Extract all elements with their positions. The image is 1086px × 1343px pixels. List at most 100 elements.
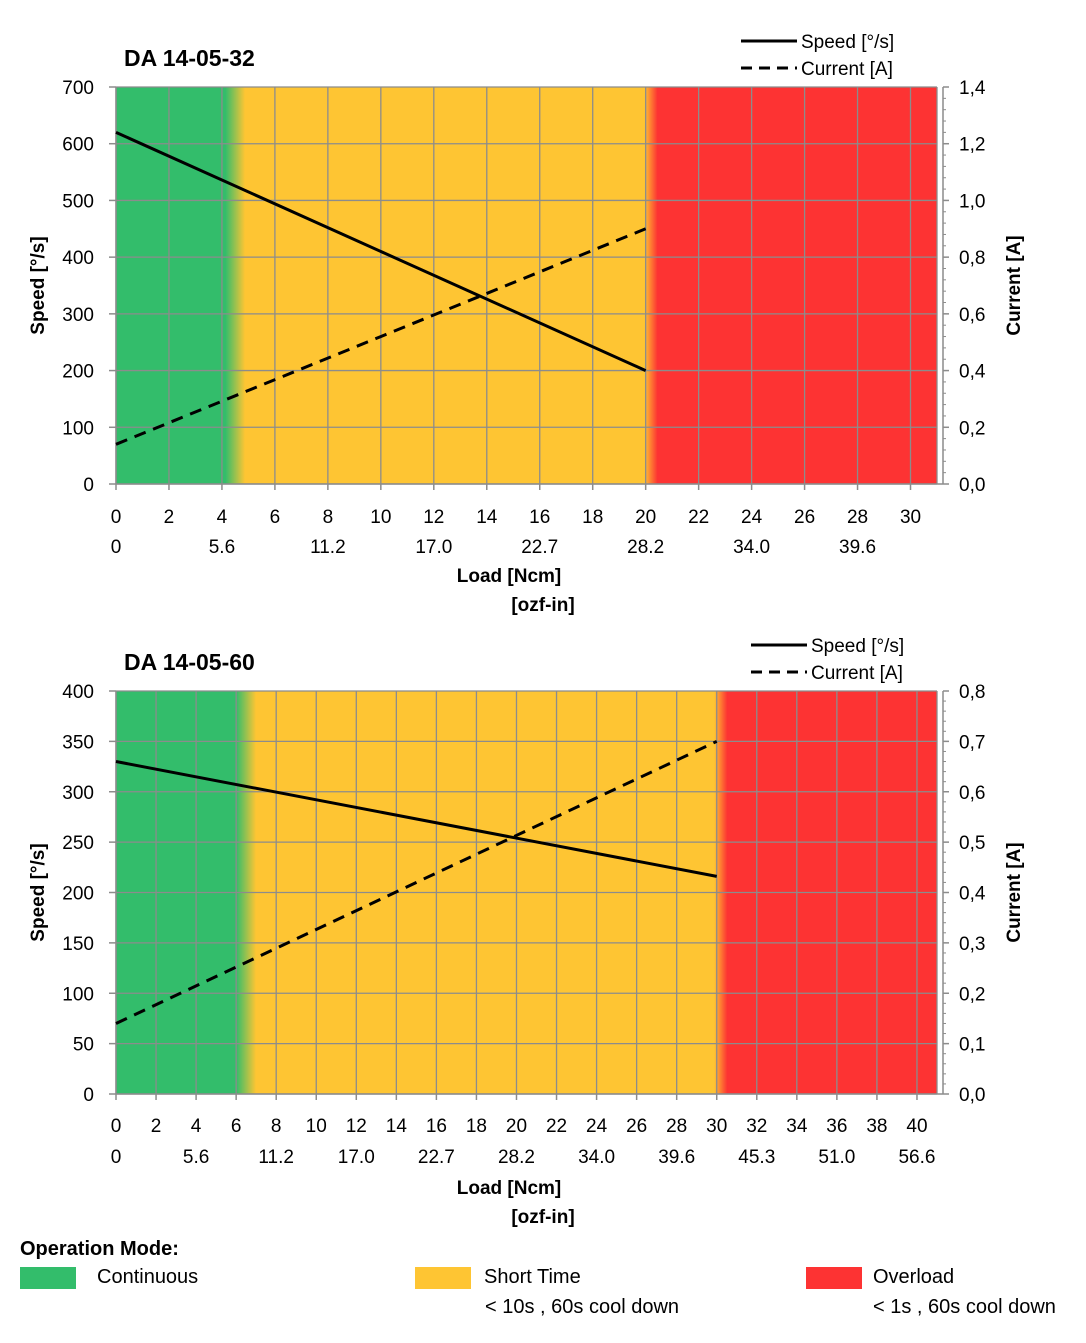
speed-line [115, 131, 647, 372]
overload-sublabel: < 1s , 60s cool down [873, 1296, 1056, 1318]
x-tick-label: 32 [746, 1116, 767, 1137]
x-tick-label: 8 [323, 507, 334, 528]
x2-tick-label: 51.0 [818, 1147, 855, 1168]
legend-speed-label: Speed [°/s] [801, 32, 894, 53]
y-tick-label: 600 [62, 135, 94, 156]
x-tick-label: 30 [900, 507, 921, 528]
y-tick-label: 150 [62, 934, 94, 955]
x-axis-label: Load [Ncm] [457, 1178, 562, 1199]
x2-tick-label: 5.6 [209, 537, 235, 558]
x2-tick-label: 34.0 [578, 1147, 615, 1168]
x-tick-label: 20 [506, 1116, 527, 1137]
x-tick-label: 22 [688, 507, 709, 528]
x-tick-label: 16 [426, 1116, 447, 1137]
y2-tick-label: 1,2 [959, 135, 985, 156]
y-axis-label: Speed [°/s] [28, 843, 49, 941]
short-time-swatch [415, 1267, 471, 1289]
short-time-sublabel: < 10s , 60s cool down [485, 1296, 680, 1318]
y-tick-label: 350 [62, 732, 94, 753]
x-tick-label: 26 [626, 1116, 647, 1137]
y2-axis-label: Current [A] [1004, 842, 1025, 942]
current-line [115, 740, 718, 1025]
legend-speed-label: Speed [°/s] [811, 636, 904, 657]
current-line [115, 227, 647, 446]
x2-tick-label: 11.2 [258, 1147, 294, 1168]
x-tick-label: 10 [370, 507, 391, 528]
speed-line [115, 760, 718, 878]
y-tick-label: 500 [62, 191, 94, 212]
x2-axis-label: [ozf-in] [511, 1207, 574, 1228]
x-tick-label: 12 [346, 1116, 367, 1137]
x-tick-label: 28 [666, 1116, 687, 1137]
y2-tick-label: 0,7 [959, 732, 985, 753]
legend-current-label: Current [A] [811, 663, 903, 684]
short-time-label: Short Time [484, 1266, 581, 1288]
x-tick-label: 38 [866, 1116, 887, 1137]
x2-tick-label: 45.3 [738, 1147, 775, 1168]
x-tick-label: 8 [271, 1116, 282, 1137]
y2-tick-label: 1,0 [959, 191, 985, 212]
x-tick-label: 10 [306, 1116, 327, 1137]
x-tick-label: 0 [111, 507, 122, 528]
y2-tick-label: 0,4 [959, 884, 986, 905]
x2-tick-label: 56.6 [898, 1147, 935, 1168]
y-tick-label: 200 [62, 884, 94, 905]
x-tick-label: 2 [151, 1116, 162, 1137]
x2-tick-label: 28.2 [498, 1147, 535, 1168]
y2-tick-label: 0,8 [959, 682, 985, 703]
x-tick-label: 12 [423, 507, 444, 528]
x2-tick-label: 0 [111, 1147, 122, 1168]
y-tick-label: 50 [73, 1035, 94, 1056]
y-tick-label: 100 [62, 418, 94, 439]
x2-axis-label: [ozf-in] [511, 595, 574, 615]
y2-tick-label: 0,6 [959, 783, 985, 804]
x-tick-label: 6 [231, 1116, 242, 1137]
x-tick-label: 20 [635, 507, 656, 528]
x-tick-label: 4 [191, 1116, 202, 1137]
x-tick-label: 4 [217, 507, 228, 528]
y2-tick-label: 0,5 [959, 833, 985, 854]
chart-da-14-05-60: 0501001502002503003504000,00,10,20,30,40… [28, 636, 1025, 1228]
y-tick-label: 0 [83, 475, 94, 496]
x-tick-label: 2 [164, 507, 175, 528]
x-tick-label: 24 [586, 1116, 608, 1137]
x-tick-label: 18 [466, 1116, 487, 1137]
overload-label: Overload [873, 1266, 955, 1288]
x-tick-label: 24 [741, 507, 763, 528]
operation-mode-legend: Operation Mode: Continuous Short Time < … [0, 1232, 1086, 1343]
y-tick-label: 200 [62, 362, 94, 383]
x-tick-label: 28 [847, 507, 868, 528]
operation-mode-title: Operation Mode: [20, 1238, 179, 1260]
y2-tick-label: 0,3 [959, 934, 985, 955]
y2-tick-label: 0,2 [959, 984, 985, 1005]
x2-tick-label: 28.2 [627, 537, 664, 558]
x2-tick-label: 17.0 [338, 1147, 375, 1168]
x-tick-label: 14 [476, 507, 498, 528]
x-tick-label: 30 [706, 1116, 727, 1137]
y2-tick-label: 0,4 [959, 362, 986, 383]
y-tick-label: 100 [62, 984, 94, 1005]
y-tick-label: 0 [83, 1085, 94, 1106]
x2-tick-label: 34.0 [733, 537, 770, 558]
x-tick-label: 26 [794, 507, 815, 528]
x2-tick-label: 22.7 [418, 1147, 455, 1168]
y-tick-label: 400 [62, 682, 94, 703]
y2-tick-label: 0,8 [959, 248, 985, 269]
chart-title: DA 14-05-32 [124, 45, 255, 71]
y2-tick-label: 0,0 [959, 475, 985, 496]
y-tick-label: 700 [62, 78, 94, 99]
y-axis-label: Speed [°/s] [28, 236, 49, 334]
y2-tick-label: 1,4 [959, 78, 986, 99]
continuous-label: Continuous [97, 1266, 199, 1288]
y-tick-label: 300 [62, 783, 94, 804]
operation-zones [116, 87, 937, 484]
y2-tick-label: 0,1 [959, 1035, 985, 1056]
y2-tick-label: 0,6 [959, 305, 985, 326]
x2-tick-label: 0 [111, 537, 122, 558]
continuous-swatch [20, 1267, 76, 1289]
x2-tick-label: 22.7 [521, 537, 558, 558]
x-tick-label: 22 [546, 1116, 567, 1137]
x2-tick-label: 11.2 [310, 537, 346, 558]
x-tick-label: 40 [906, 1116, 927, 1137]
x-tick-label: 18 [582, 507, 603, 528]
